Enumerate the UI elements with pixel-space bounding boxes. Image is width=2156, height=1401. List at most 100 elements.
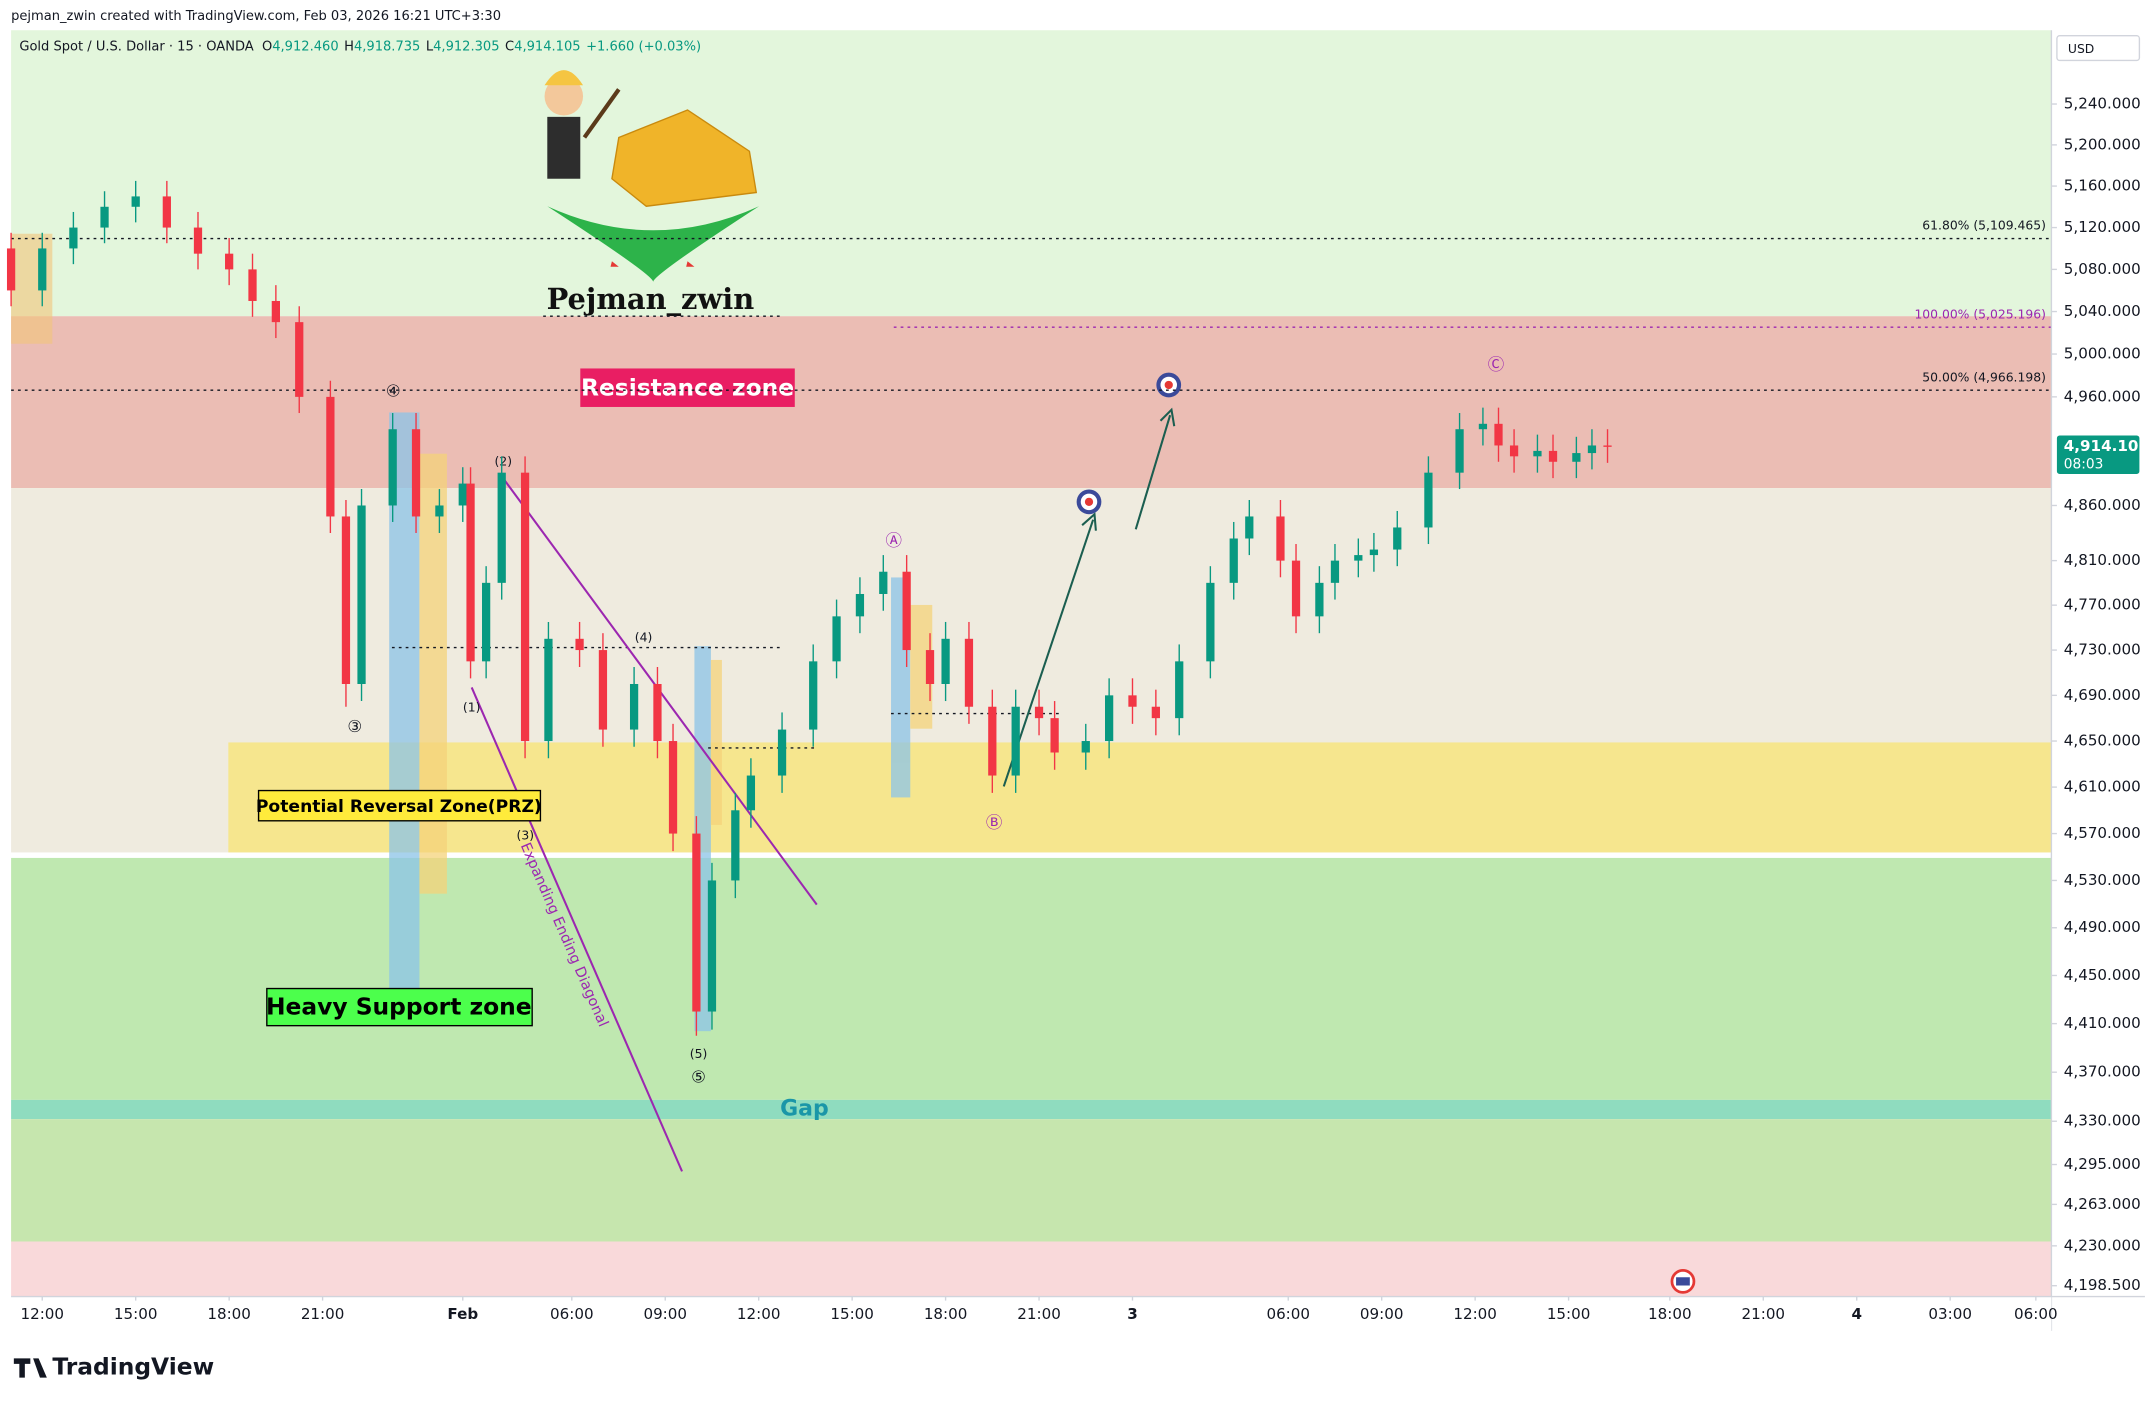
candle-body	[731, 810, 740, 881]
logo-mark	[13, 1358, 47, 1378]
candle-body	[411, 429, 421, 517]
candle-body	[988, 706, 997, 776]
candle-body	[193, 227, 203, 254]
y-tick-label: 5,120.000	[2064, 218, 2141, 236]
footer-logo: TradingView	[52, 1353, 214, 1381]
candle-body	[692, 833, 701, 1012]
wave-label: ④	[386, 381, 401, 400]
author-name: Pejman_zwin	[547, 282, 755, 316]
candle-body	[598, 650, 608, 730]
arrow-head	[1081, 512, 1097, 531]
x-tick-label: 15:00	[1547, 1305, 1591, 1323]
currency-box	[2056, 35, 2141, 62]
candle-body	[1354, 555, 1363, 561]
wave-label: (2)	[495, 454, 513, 468]
candle-body	[295, 322, 304, 397]
candle-body	[629, 683, 639, 730]
wave-label: Ⓒ	[1488, 355, 1504, 374]
candle-body	[809, 661, 818, 730]
candle-body	[1105, 695, 1114, 742]
y-tick-label: 4,610.000	[2064, 778, 2141, 796]
label-box	[266, 987, 533, 1027]
x-tick-label: 12:00	[20, 1305, 64, 1323]
arrow-head	[1159, 407, 1176, 427]
y-tick-label: 4,860.000	[2064, 496, 2141, 514]
fib-label: 50.00% (4,966.198)	[1922, 370, 2046, 384]
x-tick-label: 15:00	[830, 1305, 874, 1323]
y-tick-label: 4,410.000	[2064, 1014, 2141, 1032]
wave-label: ⑤	[691, 1067, 706, 1086]
candle-body	[69, 227, 78, 249]
candle-body	[1533, 450, 1542, 457]
candle-body	[497, 472, 506, 583]
price-axis	[2051, 30, 2156, 1331]
candle-body	[1548, 450, 1558, 462]
candle-body	[248, 269, 257, 301]
time-axis	[11, 1296, 2052, 1331]
candle-body	[855, 593, 865, 617]
symbol-line: Gold Spot / U.S. Dollar · 15 · OANDA O4,9…	[19, 39, 701, 54]
candle-body	[964, 638, 974, 707]
x-tick-label: 06:00	[2014, 1305, 2058, 1323]
y-tick-label: 4,770.000	[2064, 596, 2141, 614]
candle-body	[435, 505, 444, 517]
y-tick-label: 5,200.000	[2064, 135, 2141, 153]
ohlc-value: 4,912.460	[272, 39, 338, 54]
candle-body	[6, 248, 16, 291]
ohlc-value: 4,914.105	[514, 39, 580, 54]
wave-label: ③	[347, 717, 362, 736]
x-tick-label: 18:00	[1648, 1305, 1692, 1323]
candles: 61.80% (5,109.465) 100.00% (5,025.196) 50.…	[6, 180, 2052, 1036]
prz-label: Potential Reversal Zone(PRZ)	[256, 797, 542, 817]
candle-body	[1276, 516, 1285, 561]
upper-zone	[11, 30, 2052, 317]
credit: pejman_zwin created with TradingView.com…	[11, 9, 501, 24]
candle-body	[1330, 560, 1340, 583]
x-tick-label: 21:00	[301, 1305, 345, 1323]
y-tick-label: 5,000.000	[2064, 345, 2141, 363]
x-tick-label: 3	[1127, 1305, 1138, 1323]
candle-body	[1081, 741, 1090, 753]
candle-body	[357, 505, 366, 684]
y-tick-label: 4,490.000	[2064, 918, 2141, 936]
y-tick-label: 4,690.000	[2064, 686, 2141, 704]
y-tick-label: 4,570.000	[2064, 824, 2141, 842]
y-tick-label: 4,330.000	[2064, 1112, 2141, 1130]
y-tick-label: 5,080.000	[2064, 260, 2141, 278]
x-tick-label: 03:00	[1928, 1305, 1972, 1323]
wave-label: (3)	[517, 828, 535, 842]
x-tick-label: 09:00	[643, 1305, 687, 1323]
candle-body	[388, 429, 397, 506]
candle-body	[1455, 429, 1464, 473]
x-tick-label: 15:00	[114, 1305, 158, 1323]
x-tick-label: 21:00	[1742, 1305, 1786, 1323]
last-price-label: 4,914.105	[2064, 437, 2149, 455]
ohlc-key: O	[262, 39, 272, 54]
candle-body	[879, 571, 888, 594]
candle-body	[38, 248, 47, 291]
wave-label: (4)	[635, 630, 653, 644]
y-tick-label: 4,370.000	[2064, 1063, 2141, 1081]
y-tick-label: 4,295.000	[2064, 1155, 2141, 1173]
y-tick-label: 4,810.000	[2064, 551, 2141, 569]
x-tick-label: 4	[1851, 1305, 1862, 1323]
candle-body	[1393, 527, 1402, 550]
volume-profile	[389, 412, 933, 1032]
ohlc-key: C	[505, 39, 514, 54]
author-logo	[544, 70, 760, 282]
wave-label: Ⓐ	[886, 531, 902, 550]
change: +1.660 (+0.03%)	[586, 39, 701, 54]
target-icon	[1076, 489, 1102, 515]
candle-body	[1206, 582, 1215, 662]
candle-body	[131, 196, 140, 207]
candle-body	[575, 638, 584, 651]
ohlc-key: H	[344, 39, 354, 54]
candle-body	[1245, 516, 1254, 539]
candle-body	[1229, 538, 1238, 583]
y-tick-label: 5,160.000	[2064, 177, 2141, 195]
candle-body	[941, 638, 950, 684]
candle-body	[1050, 718, 1059, 753]
wave-label: (1)	[463, 701, 481, 715]
y-tick-label: 4,198.500	[2064, 1276, 2141, 1294]
